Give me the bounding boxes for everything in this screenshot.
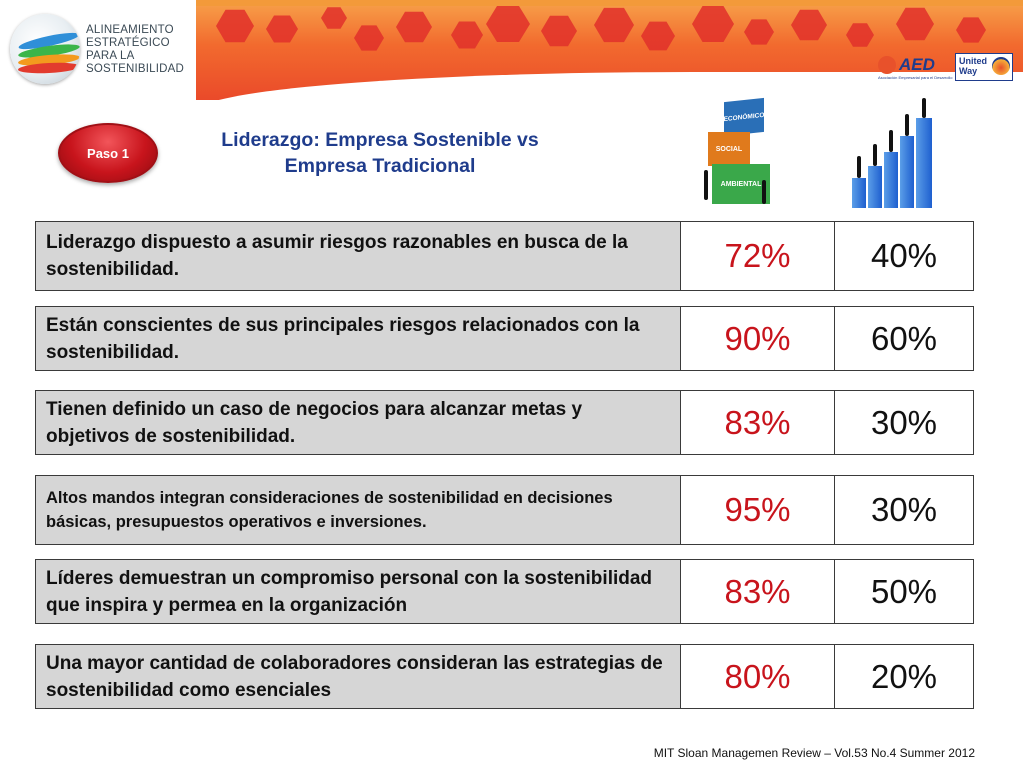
slide-title-line-2: Empresa Tradicional xyxy=(284,155,476,177)
row-value-tradicional: 60% xyxy=(870,319,938,357)
row-label: Líderes demuestran un compromiso persona… xyxy=(36,560,681,623)
row-value-sostenible: 90% xyxy=(681,307,835,370)
united-way-emblem-icon xyxy=(992,57,1010,75)
row-value-sostenible: 95% xyxy=(681,476,835,544)
aed-emblem-icon xyxy=(878,56,896,74)
slide-title-line-1: Liderazgo: Empresa Sostenible vs xyxy=(221,129,539,151)
row-value-tradicional: 30% xyxy=(870,491,938,528)
source-citation: MIT Sloan Managemen Review – Vol.53 No.4… xyxy=(653,746,975,760)
sustainability-cubes-image: ECONÓMICO SOCIAL AMBIENTAL xyxy=(698,97,780,208)
row-label: Liderazgo dispuesto a asumir riesgos raz… xyxy=(36,222,681,290)
header-top-strip xyxy=(196,0,1023,6)
logo-emblem xyxy=(10,14,80,84)
person-figure xyxy=(873,144,877,166)
row-value-tradicional: 20% xyxy=(870,657,938,695)
comparison-row: Están conscientes de sus principales rie… xyxy=(35,306,974,371)
person-figure xyxy=(922,98,926,118)
row-label: Están conscientes de sus principales rie… xyxy=(36,307,681,370)
row-label: Una mayor cantidad de colaboradores cons… xyxy=(36,645,681,708)
logo-line-3: PARA LA xyxy=(86,50,135,62)
aed-logo: AED Asociación Empresarial para el Desar… xyxy=(878,54,952,80)
person-figure xyxy=(905,114,909,136)
united-way-line-1: United xyxy=(959,56,987,66)
row-value-sostenible: 83% xyxy=(681,391,835,454)
comparison-row: Liderazgo dispuesto a asumir riesgos raz… xyxy=(35,221,974,291)
logo-line-2: ESTRATÉGICO xyxy=(86,37,170,49)
row-label: Tienen definido un caso de negocios para… xyxy=(36,391,681,454)
row-value-tradicional: 50% xyxy=(870,572,938,610)
person-figure xyxy=(704,170,708,200)
brand-logo: ALINEAMIENTO ESTRATÉGICO PARA LA SOSTENI… xyxy=(0,0,196,100)
row-value-sostenible: 80% xyxy=(681,645,835,708)
growth-bars-image xyxy=(850,98,945,208)
person-figure xyxy=(889,130,893,152)
row-value-tradicional: 30% xyxy=(870,403,938,441)
row-label: Altos mandos integran consideraciones de… xyxy=(36,476,681,544)
cube-social: SOCIAL xyxy=(708,132,750,166)
step-button[interactable]: Paso 1 xyxy=(58,123,158,183)
aed-logo-text: AED xyxy=(899,55,935,74)
row-value-sostenible: 72% xyxy=(681,222,835,290)
logo-text: ALINEAMIENTO ESTRATÉGICO PARA LA SOSTENI… xyxy=(86,24,184,76)
comparison-row: Tienen definido un caso de negocios para… xyxy=(35,390,974,455)
comparison-row: Líderes demuestran un compromiso persona… xyxy=(35,559,974,624)
united-way-logo: United Way xyxy=(955,53,1013,81)
comparison-row: Una mayor cantidad de colaboradores cons… xyxy=(35,644,974,709)
person-figure xyxy=(762,180,766,204)
united-way-line-2: Way xyxy=(959,66,978,76)
logo-line-4: SOSTENIBILIDAD xyxy=(86,63,185,75)
united-way-logo-text: United Way xyxy=(959,56,987,76)
slide-title: Liderazgo: Empresa Sostenible vs Empresa… xyxy=(175,127,585,179)
comparison-row: Altos mandos integran consideraciones de… xyxy=(35,475,974,545)
cube-ambiental: AMBIENTAL xyxy=(712,164,770,204)
aed-logo-subtitle: Asociación Empresarial para el Desarroll… xyxy=(878,75,953,80)
row-value-tradicional: 40% xyxy=(870,237,938,274)
cube-economico: ECONÓMICO xyxy=(724,97,764,137)
person-figure xyxy=(857,156,861,178)
header-banner xyxy=(196,0,1023,100)
logo-line-1: ALINEAMIENTO xyxy=(86,24,174,36)
row-value-sostenible: 83% xyxy=(681,560,835,623)
